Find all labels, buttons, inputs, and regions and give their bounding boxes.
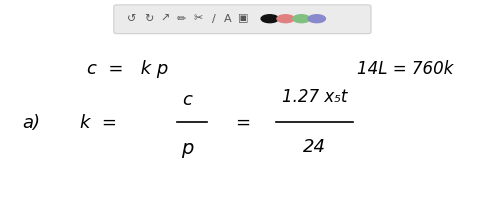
Text: c: c <box>182 91 192 109</box>
Circle shape <box>277 15 294 23</box>
Circle shape <box>308 15 325 23</box>
Text: ↗: ↗ <box>161 14 170 24</box>
FancyBboxPatch shape <box>114 5 371 34</box>
Text: ↻: ↻ <box>144 14 154 24</box>
Text: 24: 24 <box>303 138 326 156</box>
Text: c  =   k p: c = k p <box>86 60 168 78</box>
Circle shape <box>293 15 310 23</box>
Text: 1.27 x₅t: 1.27 x₅t <box>282 88 347 106</box>
Text: a): a) <box>22 114 40 132</box>
Text: ✂: ✂ <box>193 14 203 24</box>
Text: p: p <box>181 139 193 158</box>
Text: =: = <box>235 114 250 132</box>
Text: /: / <box>212 14 216 24</box>
Text: A: A <box>224 14 231 24</box>
Text: 14L = 760k: 14L = 760k <box>358 60 454 78</box>
Circle shape <box>261 15 278 23</box>
Text: ↺: ↺ <box>127 14 137 24</box>
Text: ✏: ✏ <box>177 14 186 24</box>
Text: ▣: ▣ <box>238 14 248 24</box>
Text: k  =: k = <box>80 114 117 132</box>
